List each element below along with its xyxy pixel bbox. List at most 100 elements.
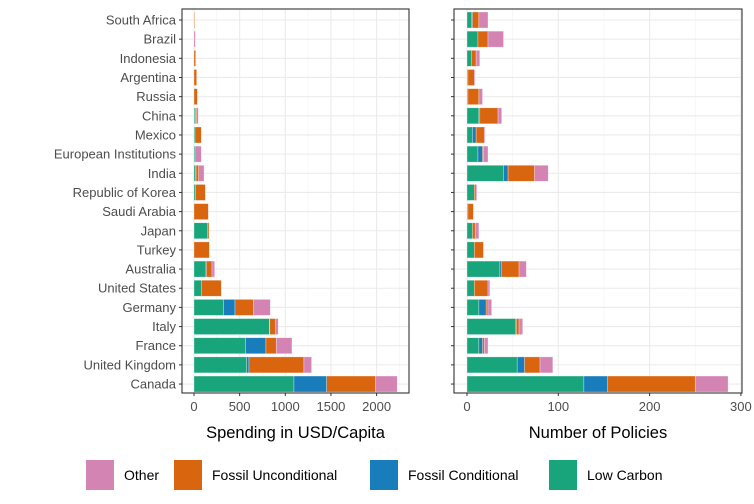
bar-fossil-unconditional [472, 222, 476, 240]
bar-fossil-conditional [516, 356, 525, 374]
bar-low-carbon [466, 241, 475, 259]
bar-fossil-unconditional [194, 126, 202, 144]
y-tick-label: Brazil [143, 32, 176, 47]
bar-low-carbon [466, 164, 504, 182]
y-tick-label: Mexico [135, 127, 176, 142]
bar-fossil-unconditional [467, 88, 480, 105]
bar-fossil-unconditional [193, 11, 195, 29]
legend-label: Other [124, 467, 159, 483]
bar-low-carbon [466, 279, 475, 297]
bar-low-carbon [466, 126, 473, 144]
y-tick-label: Russia [136, 89, 177, 104]
bar-fossil-unconditional [207, 222, 210, 240]
bar-fossil-unconditional [524, 356, 541, 374]
y-tick-label: China [142, 108, 177, 123]
bar-other [497, 107, 502, 125]
y-tick-label: Japan [141, 223, 176, 238]
legend-swatch [370, 460, 398, 490]
bar-fossil-unconditional [474, 279, 489, 297]
bar-fossil-unconditional [475, 126, 485, 144]
bar-other [518, 318, 523, 335]
y-tick-label: France [136, 338, 176, 353]
y-tick-label: Australia [125, 262, 176, 277]
x-tick-label: 500 [229, 399, 251, 414]
bar-fossil-unconditional [193, 50, 196, 67]
bar-low-carbon [193, 375, 295, 393]
bar-low-carbon [466, 337, 480, 355]
legend-swatch [549, 460, 577, 490]
bar-low-carbon [193, 299, 224, 316]
bar-low-carbon [193, 337, 246, 355]
bar-fossil-conditional [293, 375, 327, 393]
x-tick-label: 0 [463, 399, 470, 414]
bar-low-carbon [466, 260, 501, 278]
bar-other [198, 164, 205, 182]
bar-other [694, 375, 729, 393]
panel-background [454, 9, 742, 393]
bar-other [539, 356, 554, 374]
bar-fossil-unconditional [195, 184, 206, 201]
bar-other [211, 260, 215, 278]
panel-border [181, 8, 410, 394]
bar-low-carbon [466, 145, 479, 163]
bar-fossil-unconditional [193, 69, 197, 86]
bar-fossil-conditional [223, 299, 236, 316]
bar-low-carbon [466, 318, 516, 335]
bar-other [193, 30, 196, 48]
y-tick-label: Argentina [120, 70, 176, 85]
bar-other [483, 145, 489, 163]
bar-other [275, 318, 279, 335]
bar-fossil-conditional [245, 337, 267, 355]
bar-low-carbon [193, 260, 207, 278]
bar-fossil-unconditional [516, 318, 520, 335]
bar-fossil-unconditional [265, 337, 277, 355]
bar-fossil-unconditional [193, 241, 210, 259]
legend-label: Low Carbon [587, 467, 663, 483]
bar-other [194, 145, 202, 163]
y-tick-label: United Kingdom [84, 357, 177, 372]
y-tick-label: United States [98, 281, 177, 296]
bar-low-carbon [466, 356, 518, 374]
x-tick-label: 200 [639, 399, 661, 414]
bar-fossil-unconditional [501, 260, 520, 278]
bar-fossil-conditional [246, 356, 250, 374]
bar-fossil-conditional [583, 375, 608, 393]
legend-swatch [86, 460, 114, 490]
bar-other [534, 164, 549, 182]
x-tick-label: 100 [547, 399, 569, 414]
bar-fossil-conditional [477, 145, 483, 163]
bar-fossil-unconditional [467, 203, 474, 220]
panel-border [453, 8, 743, 394]
bar-other [253, 299, 271, 316]
bar-other [474, 222, 480, 240]
bar-low-carbon [466, 222, 473, 240]
bar-fossil-unconditional [472, 11, 480, 29]
bar-other [475, 50, 481, 67]
bar-other [474, 69, 476, 86]
bar-other [375, 375, 398, 393]
bar-other [487, 299, 492, 316]
bar-low-carbon [193, 279, 202, 297]
bar-fossil-unconditional [193, 203, 209, 220]
x-tick-label: 1000 [271, 399, 300, 414]
bar-other [487, 30, 504, 48]
bar-fossil-unconditional [234, 299, 254, 316]
bar-fossil-unconditional [201, 279, 222, 297]
bar-fossil-unconditional [471, 50, 477, 67]
bar-fossil-unconditional [269, 318, 276, 335]
bar-low-carbon [193, 318, 270, 335]
bar-fossil-unconditional [607, 375, 696, 393]
bar-low-carbon [466, 50, 472, 67]
y-tick-label: India [148, 166, 177, 181]
y-tick-label: Italy [152, 319, 176, 334]
x-tick-label: 1500 [316, 399, 345, 414]
y-tick-label: Turkey [137, 242, 177, 257]
y-tick-label: Canada [130, 377, 176, 392]
x-tick-label: 300 [730, 399, 752, 414]
legend-label: Fossil Unconditional [212, 467, 337, 483]
y-tick-label: Republic of Korea [73, 185, 177, 200]
bar-fossil-unconditional [195, 164, 199, 182]
bar-fossil-conditional [478, 337, 483, 355]
